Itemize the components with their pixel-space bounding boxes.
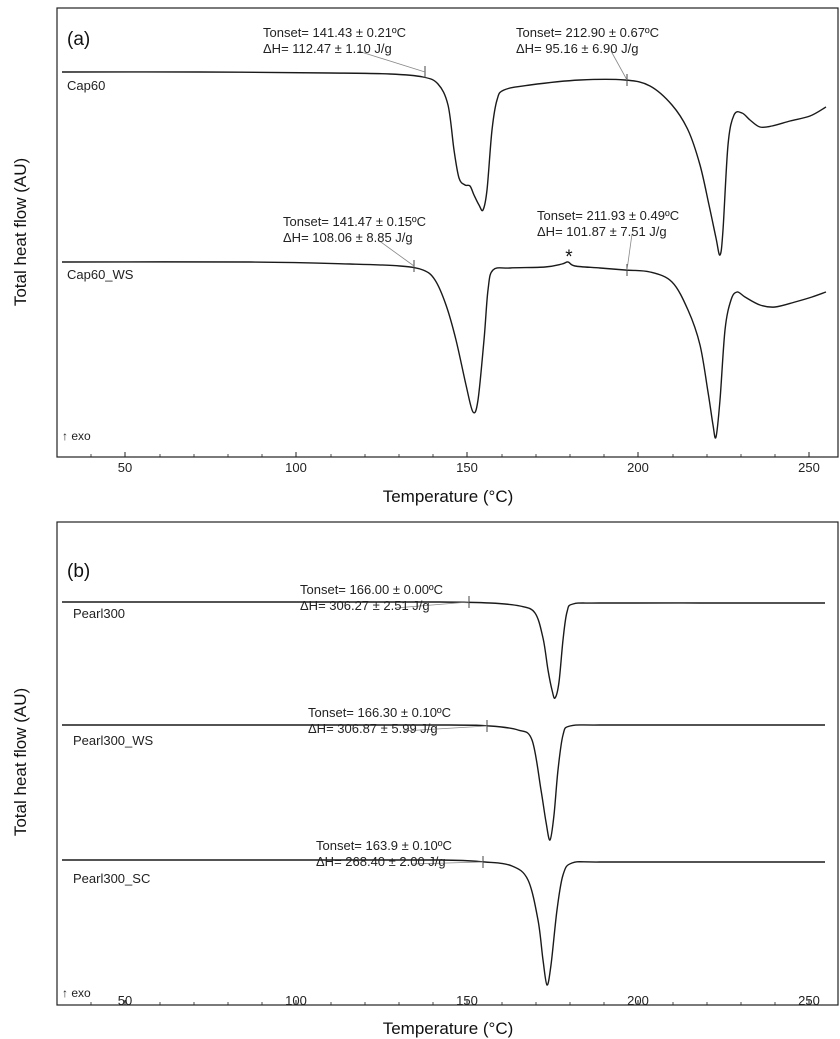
- enthalpy-annotation: ΔH= 101.87 ± 7.51 J/g: [537, 224, 667, 239]
- series-line-pearl300: [61, 601, 825, 699]
- enthalpy-annotation: ΔH= 108.06 ± 8.85 J/g: [283, 230, 413, 245]
- onset-annotation: Tonset= 212.90 ± 0.67ºC: [516, 25, 659, 40]
- y-axis-label: Total heat flow (AU): [11, 688, 30, 836]
- x-tick-label: 200: [627, 460, 649, 475]
- onset-annotation: Tonset= 211.93 ± 0.49ºC: [537, 208, 679, 223]
- x-tick-label: 100: [285, 993, 307, 1008]
- series-line-cap60_ws: [61, 261, 827, 439]
- series-label: Pearl300: [73, 606, 125, 621]
- leader-line: [394, 601, 470, 609]
- series-label: Pearl300_WS: [73, 733, 154, 748]
- leader-line: [410, 861, 484, 865]
- x-tick-label: 250: [798, 993, 820, 1008]
- onset-annotation: Tonset= 166.00 ± 0.00ºC: [300, 582, 443, 597]
- onset-annotation: Tonset= 163.9 ± 0.10ºC: [316, 838, 452, 853]
- x-tick-label: 150: [456, 460, 478, 475]
- x-tick-label: 150: [456, 993, 478, 1008]
- onset-annotation: Tonset= 141.43 ± 0.21ºC: [263, 25, 406, 40]
- series-label: Cap60_WS: [67, 267, 134, 282]
- enthalpy-annotation: ΔH= 112.47 ± 1.10 J/g: [263, 41, 392, 56]
- x-tick-label: 50: [118, 993, 132, 1008]
- plot-frame: [56, 7, 839, 458]
- leader-line: [357, 50, 426, 73]
- leader-line: [377, 239, 415, 267]
- enthalpy-annotation: ΔH= 306.87 ± 5.99 J/g: [308, 721, 438, 736]
- leader-line: [610, 50, 628, 81]
- enthalpy-annotation: ΔH= 268.40 ± 2.00 J/g: [316, 854, 446, 869]
- asterisk-marker: *: [565, 247, 573, 268]
- leader-line: [402, 725, 488, 732]
- series-label: Pearl300_SC: [73, 871, 150, 886]
- enthalpy-annotation: ΔH= 306.27 ± 2.51 J/g: [300, 598, 430, 613]
- leader-line: [626, 233, 633, 271]
- panel-label: (b): [67, 561, 90, 582]
- x-tick-label: 200: [627, 993, 649, 1008]
- plot-frame: [56, 521, 839, 1006]
- series-label: Cap60: [67, 78, 105, 93]
- series-line-cap60: [61, 71, 827, 256]
- x-tick-label: 250: [798, 460, 820, 475]
- exo-label: ↑ exo: [62, 429, 91, 443]
- onset-annotation: Tonset= 166.30 ± 0.10ºC: [308, 705, 451, 720]
- x-axis-label: Temperature (°C): [383, 1019, 514, 1038]
- series-line-pearl300_sc: [62, 859, 825, 986]
- x-tick-label: 100: [285, 460, 307, 475]
- x-axis-label: Temperature (°C): [383, 487, 514, 506]
- panel-label: (a): [67, 29, 90, 50]
- onset-annotation: Tonset= 141.47 ± 0.15ºC: [283, 214, 426, 229]
- series-line-pearl300_ws: [61, 724, 825, 841]
- x-tick-label: 50: [118, 460, 132, 475]
- enthalpy-annotation: ΔH= 95.16 ± 6.90 J/g: [516, 41, 638, 56]
- exo-label: ↑ exo: [62, 986, 91, 1000]
- y-axis-label: Total heat flow (AU): [11, 158, 30, 306]
